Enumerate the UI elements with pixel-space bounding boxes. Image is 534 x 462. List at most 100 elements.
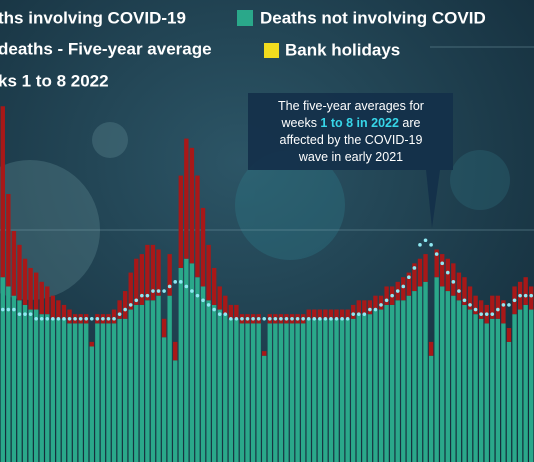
average-dot bbox=[178, 280, 183, 284]
bar-segment bbox=[323, 309, 328, 319]
annotation-box bbox=[248, 93, 453, 228]
average-dot bbox=[429, 243, 433, 247]
annotation-highlight: 1 to 8 in 2022 bbox=[320, 116, 399, 130]
bar-segment bbox=[345, 318, 350, 462]
average-dot bbox=[34, 316, 38, 321]
average-dot bbox=[351, 312, 356, 316]
bar-segment bbox=[128, 309, 133, 462]
bar-segment bbox=[356, 314, 361, 462]
bar-segment bbox=[78, 323, 83, 462]
bar-segment bbox=[173, 360, 178, 462]
bar-segment bbox=[89, 341, 94, 347]
bar-segment bbox=[473, 295, 478, 315]
bar-segment bbox=[223, 314, 228, 462]
bar-segment bbox=[434, 249, 439, 278]
average-dot bbox=[217, 312, 222, 316]
bar-segment bbox=[373, 309, 378, 462]
bar-segment bbox=[323, 318, 328, 462]
average-dot bbox=[423, 238, 428, 243]
average-dot bbox=[17, 312, 22, 316]
bar-segment bbox=[445, 291, 450, 462]
plot-area bbox=[0, 106, 534, 462]
annotation-text: wave in early 2021 bbox=[298, 150, 403, 164]
bar-segment bbox=[0, 277, 5, 462]
bar-segment bbox=[145, 300, 150, 462]
annotation-text: are bbox=[399, 116, 421, 130]
bar-segment bbox=[495, 318, 501, 462]
bar-segment bbox=[45, 286, 50, 315]
average-dot bbox=[62, 316, 66, 321]
bar-segment bbox=[462, 277, 467, 305]
bar-segment bbox=[529, 286, 534, 310]
average-dot bbox=[245, 316, 250, 321]
average-dot bbox=[251, 316, 255, 321]
bar-segment bbox=[312, 309, 317, 319]
bar-segment bbox=[451, 295, 456, 462]
average-dot bbox=[445, 270, 450, 275]
bar-segment bbox=[428, 355, 434, 462]
average-dot bbox=[501, 303, 506, 307]
average-dot bbox=[407, 275, 411, 280]
bar-segment bbox=[178, 175, 183, 268]
bar-segment bbox=[523, 304, 528, 462]
bar-segment bbox=[100, 323, 106, 462]
bar-segment bbox=[484, 323, 489, 462]
bar-segment bbox=[289, 323, 295, 462]
average-dot bbox=[89, 316, 94, 321]
bar-segment bbox=[423, 254, 428, 282]
bar-segment bbox=[428, 341, 434, 356]
average-dot bbox=[6, 307, 11, 312]
average-dot bbox=[23, 312, 27, 316]
bar-segment bbox=[28, 267, 33, 310]
bar-segment bbox=[501, 323, 506, 462]
bar-segment bbox=[11, 231, 17, 296]
bar-segment bbox=[228, 304, 234, 319]
bar-segment bbox=[423, 281, 428, 462]
bar-segment bbox=[0, 106, 5, 278]
bar-segment bbox=[189, 263, 195, 462]
average-dot bbox=[401, 284, 406, 289]
bar-segment bbox=[45, 314, 50, 462]
bar-segment bbox=[473, 314, 478, 462]
bar-segment bbox=[490, 318, 495, 462]
bar-segment bbox=[228, 318, 234, 462]
bar-segment bbox=[117, 318, 122, 462]
average-dot bbox=[306, 316, 311, 321]
bar-segment bbox=[328, 309, 334, 319]
average-dot bbox=[195, 293, 200, 298]
bar-segment bbox=[206, 244, 211, 301]
bar-segment bbox=[306, 318, 311, 462]
average-dot bbox=[379, 303, 383, 307]
bar-segment bbox=[89, 346, 94, 462]
bar-segment bbox=[312, 318, 317, 462]
bar-segment bbox=[33, 309, 39, 462]
average-dot bbox=[334, 316, 339, 321]
bar-segment bbox=[156, 295, 161, 462]
bar-segment bbox=[50, 295, 56, 319]
average-dot bbox=[84, 316, 89, 321]
bar-segment bbox=[189, 147, 195, 264]
bar-segment bbox=[139, 254, 145, 305]
bar-segment bbox=[295, 323, 300, 462]
bar-segment bbox=[17, 244, 22, 301]
average-dot bbox=[468, 303, 472, 307]
bar-segment bbox=[211, 267, 217, 305]
bar-segment bbox=[39, 314, 44, 462]
bar-segment bbox=[245, 323, 250, 462]
bar-segment bbox=[184, 138, 189, 259]
bar-segment bbox=[200, 286, 206, 462]
bar-segment bbox=[356, 300, 361, 315]
bar-segment bbox=[56, 300, 61, 319]
average-dot bbox=[0, 307, 5, 312]
legend-label: Bank holidays bbox=[285, 40, 400, 59]
bar-segment bbox=[506, 341, 512, 462]
bar-segment bbox=[167, 254, 172, 296]
bar-segment bbox=[150, 244, 156, 301]
annotation-text: weeks bbox=[281, 116, 321, 130]
average-dot bbox=[362, 312, 367, 316]
average-dot bbox=[51, 316, 55, 321]
average-dot bbox=[190, 289, 194, 293]
bar-segment bbox=[134, 258, 139, 305]
bar-segment bbox=[401, 277, 406, 301]
